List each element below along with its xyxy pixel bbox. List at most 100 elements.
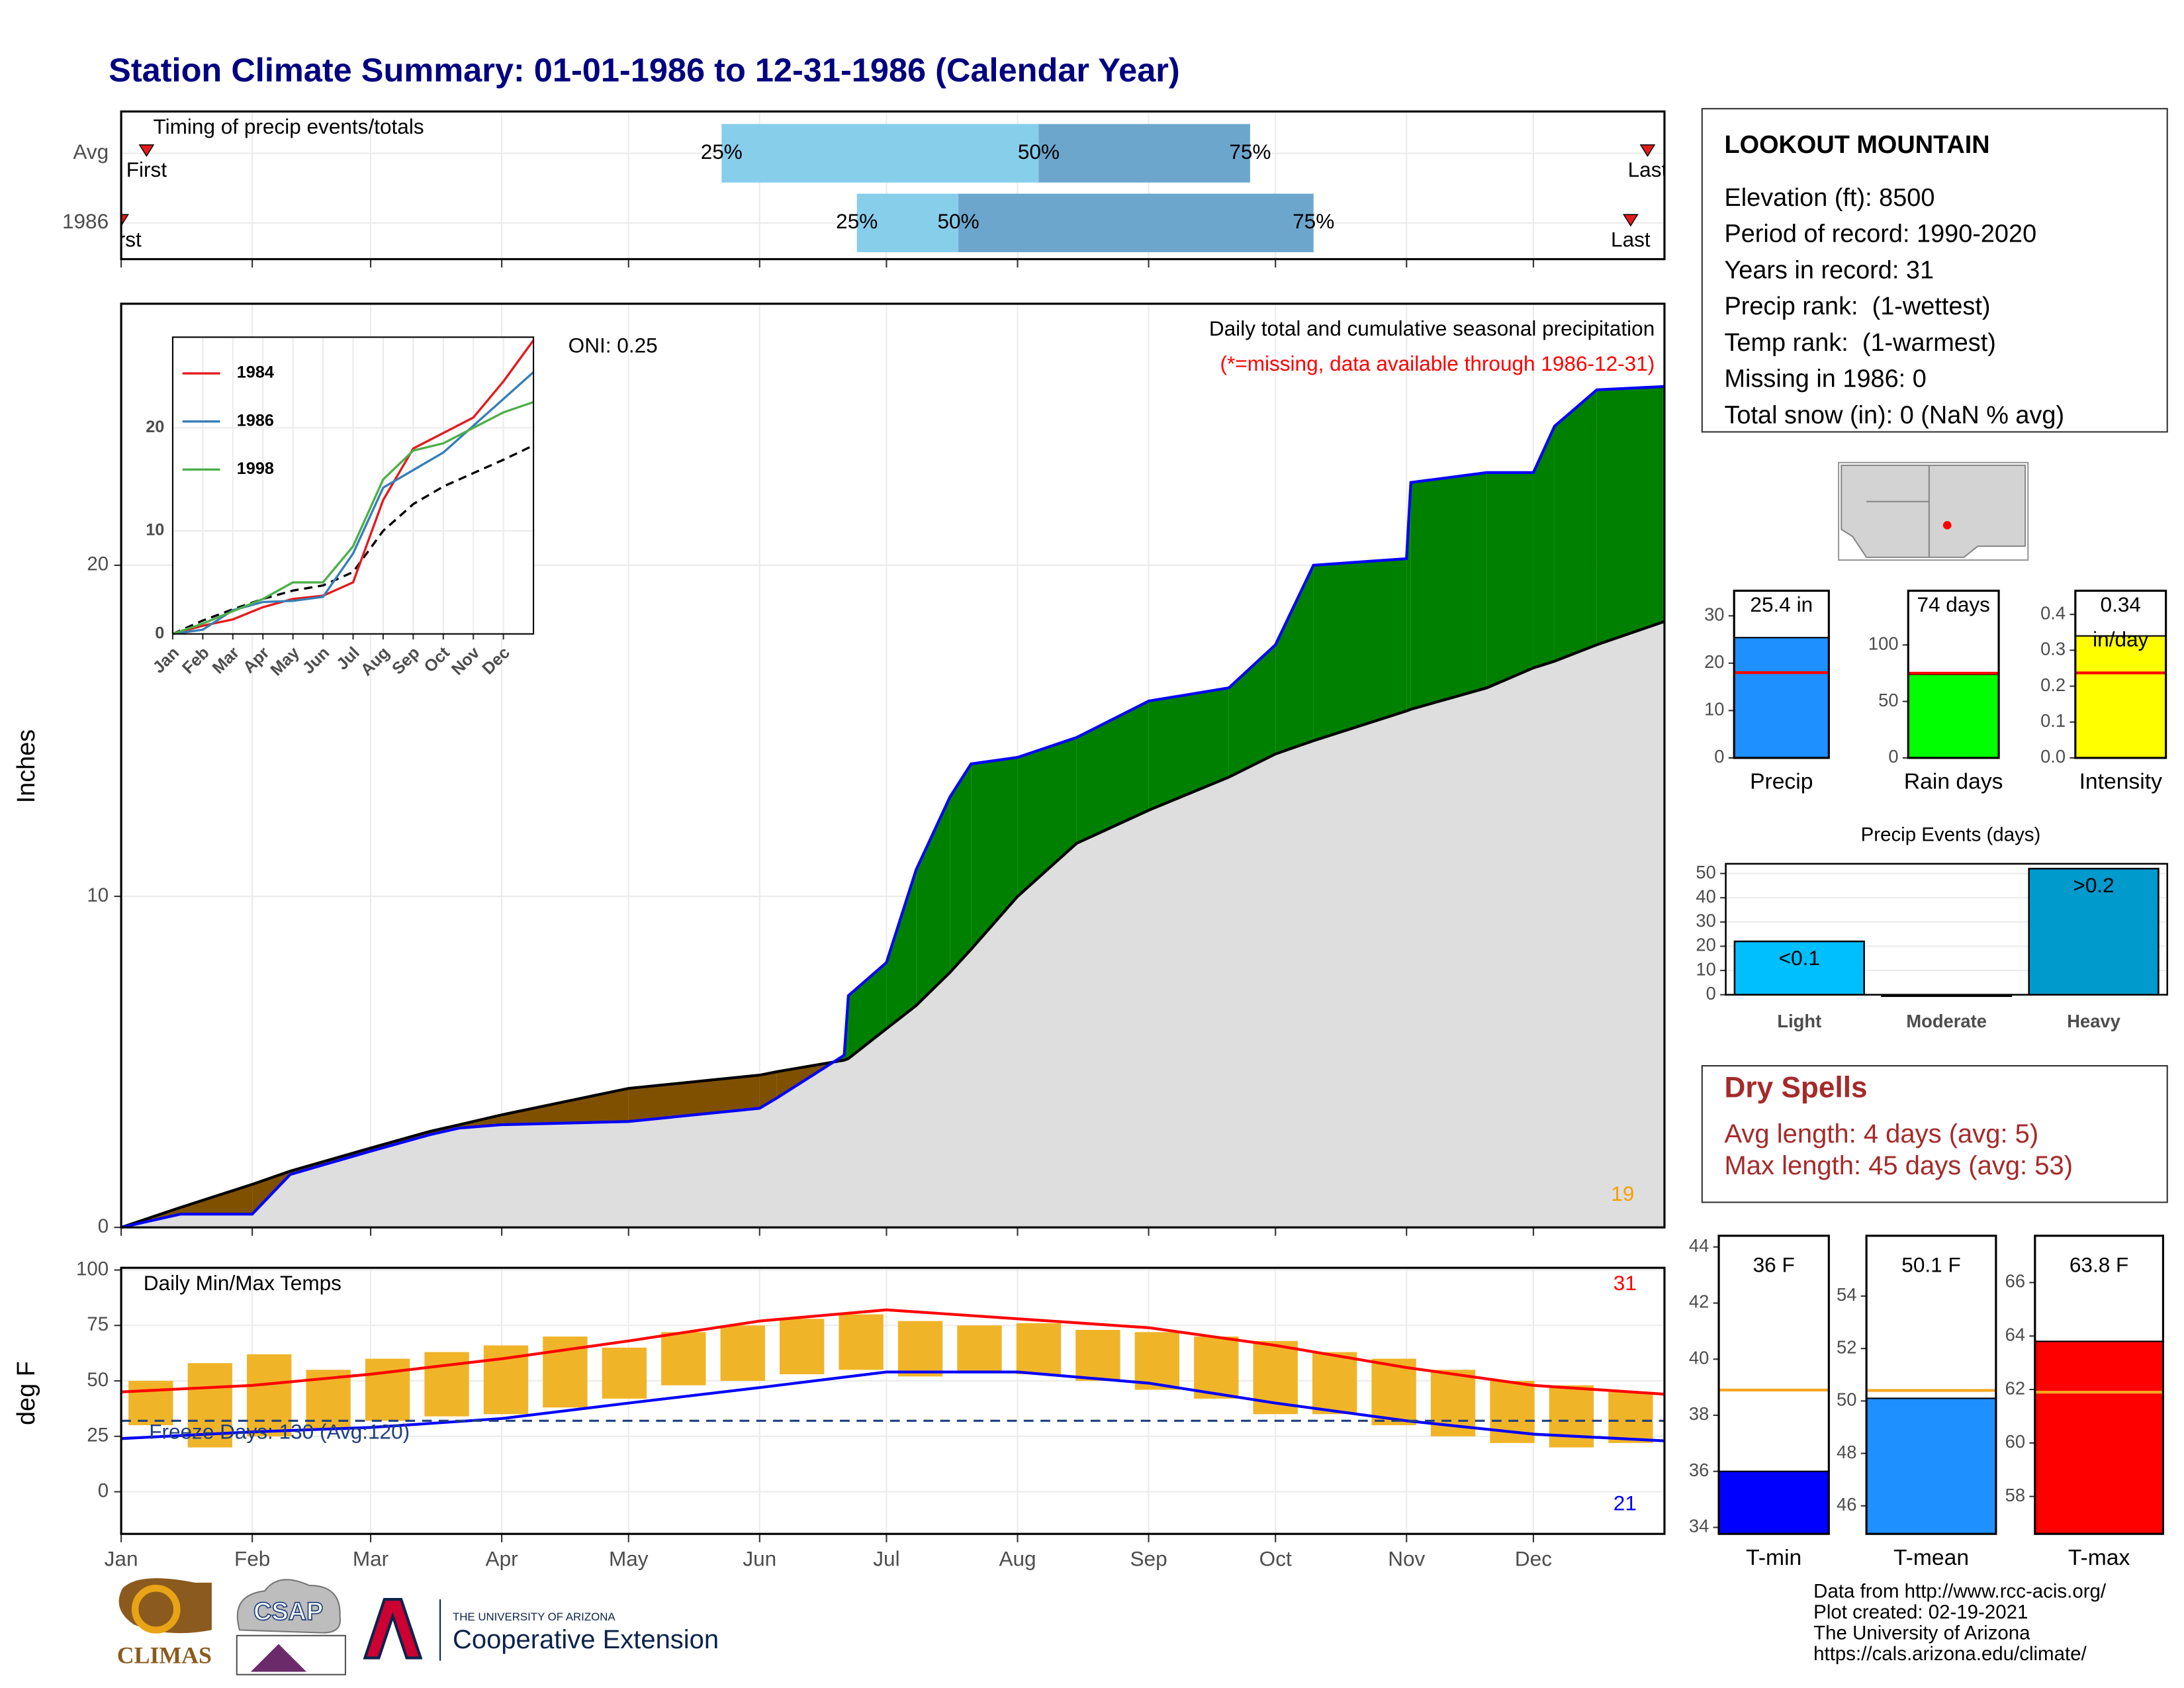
legend-label: 1984 xyxy=(237,363,274,382)
x-tick-label: May xyxy=(609,1547,649,1571)
x-label: T-max xyxy=(2068,1546,2130,1570)
temp-range-bar xyxy=(1194,1336,1239,1399)
quantile-label: 75% xyxy=(1293,209,1334,233)
diff-area xyxy=(502,1088,629,1125)
threshold-label: <0.1 xyxy=(1779,946,1820,970)
row-label: Avg xyxy=(73,140,109,164)
y-axis-label: deg F xyxy=(13,1361,40,1425)
x-tick-label: Nov xyxy=(1388,1547,1425,1571)
event-label: First xyxy=(126,158,167,181)
quantile-label: 50% xyxy=(1018,140,1060,164)
avg-area xyxy=(121,621,1664,1228)
logo-text: CSAP xyxy=(253,1598,323,1626)
x-tick-label: Jul xyxy=(873,1547,899,1571)
y-tick-label: 52 xyxy=(1837,1336,1856,1357)
temp-range-bar xyxy=(424,1352,469,1417)
summary-frame xyxy=(1865,1235,1997,1535)
x-tick-label: Apr xyxy=(486,1547,518,1571)
quantile-label: 25% xyxy=(701,140,743,164)
y-tick-label: 10 xyxy=(87,884,109,906)
event-marker xyxy=(1639,144,1656,158)
station-line: Period of record: 1990-2020 xyxy=(1724,220,2036,248)
panel-title: Daily Min/Max Temps xyxy=(144,1271,341,1295)
x-label: Precip xyxy=(1750,770,1813,794)
max-count: 31 xyxy=(1614,1271,1637,1295)
diff-area xyxy=(1533,426,1555,668)
diff-area xyxy=(180,1184,253,1215)
value-label: 50.1 F xyxy=(1901,1252,1960,1276)
avg-temp-line xyxy=(120,1308,1665,1396)
inset-frame xyxy=(171,336,535,635)
diff-area xyxy=(1313,558,1407,741)
y-tick-label: 10 xyxy=(1704,699,1724,720)
y-tick-label: 48 xyxy=(1837,1442,1856,1462)
y-tick-label: 30 xyxy=(1704,604,1724,625)
x-tick-label: Feb xyxy=(234,1547,270,1571)
temp-range-bar xyxy=(365,1358,410,1421)
value-label: 0.34 xyxy=(2101,592,2141,616)
credit-line: Data from http://www.rcc-acis.org/ xyxy=(1813,1580,2107,1602)
y-tick-label: 50 xyxy=(1696,862,1715,882)
station-line: Precip rank: (1-wettest) xyxy=(1724,293,1990,320)
inset-line xyxy=(172,444,534,635)
summary-frame xyxy=(1733,589,1830,759)
diff-area xyxy=(950,763,972,973)
quantile-label: 50% xyxy=(937,209,979,233)
summary-bar xyxy=(1718,1470,1830,1535)
summary-bar xyxy=(1907,673,2000,759)
quantile-label: 75% xyxy=(1229,140,1271,164)
dry-spell-line: Avg length: 4 days (avg: 5) xyxy=(1724,1119,2038,1149)
temp-range-bar xyxy=(1016,1323,1062,1375)
diff-area xyxy=(916,797,950,1006)
diff-area xyxy=(1486,472,1533,688)
y-tick-label: 0 xyxy=(98,1479,109,1501)
y-tick-label: 46 xyxy=(1837,1494,1856,1515)
y-tick-label: 42 xyxy=(1689,1291,1709,1312)
summary-frame xyxy=(2034,1235,2165,1535)
diff-area xyxy=(1148,688,1229,811)
y-tick-label: 0 xyxy=(1888,746,1898,767)
y-tick-label: 58 xyxy=(2005,1485,2025,1505)
panel-title: Timing of precip events/totals xyxy=(154,115,424,138)
y-tick-label: 40 xyxy=(1689,1347,1709,1368)
y-tick-label: 20 xyxy=(146,418,164,436)
y-tick-label: 20 xyxy=(87,553,109,575)
event-marker xyxy=(138,144,155,158)
y-tick-label: 0 xyxy=(98,1215,109,1237)
year-line xyxy=(120,385,1665,1229)
summary-bar xyxy=(2034,1340,2164,1535)
y-tick-label: 10 xyxy=(1696,959,1715,979)
event-marker xyxy=(1623,214,1639,227)
event-label: Last xyxy=(1611,227,1651,251)
temp-range-bar xyxy=(720,1325,765,1382)
timing-clip: First Last First Last xyxy=(121,111,1664,259)
temp-range-bar xyxy=(1075,1330,1120,1382)
avg-line xyxy=(120,620,1665,1229)
y-tick-label: 10 xyxy=(146,521,164,539)
inset-line xyxy=(172,400,534,635)
inset-line xyxy=(172,339,535,635)
quantile-bar xyxy=(721,124,1039,183)
threshold-label: >0.2 xyxy=(2073,873,2114,897)
x-tick-label: Oct xyxy=(1259,1547,1292,1571)
summary-bar xyxy=(1866,1397,1997,1535)
logo-text: Cooperative Extension xyxy=(453,1625,719,1654)
y-tick-label: 30 xyxy=(1696,910,1715,931)
event-marker xyxy=(121,214,129,227)
station-line: Total snow (in): 0 (NaN % avg) xyxy=(1724,401,2064,429)
y-tick-label: 64 xyxy=(2005,1325,2025,1345)
diff-area xyxy=(1410,472,1487,710)
y-tick-label: 50 xyxy=(87,1369,109,1391)
summary-bar xyxy=(1733,637,1830,759)
temp-range-bar xyxy=(1134,1332,1180,1390)
quantile-bar xyxy=(1038,124,1250,183)
x-label: T-mean xyxy=(1893,1546,1969,1570)
locator-map xyxy=(1838,461,2029,561)
y-tick-label: 34 xyxy=(1689,1516,1709,1536)
panel-title: Precip Events (days) xyxy=(1861,824,2041,846)
station-line: Years in record: 31 xyxy=(1724,256,1934,284)
dry-spells-title: Dry Spells xyxy=(1724,1072,1867,1104)
diff-area xyxy=(971,757,1018,950)
temp-range-bar xyxy=(661,1332,706,1385)
